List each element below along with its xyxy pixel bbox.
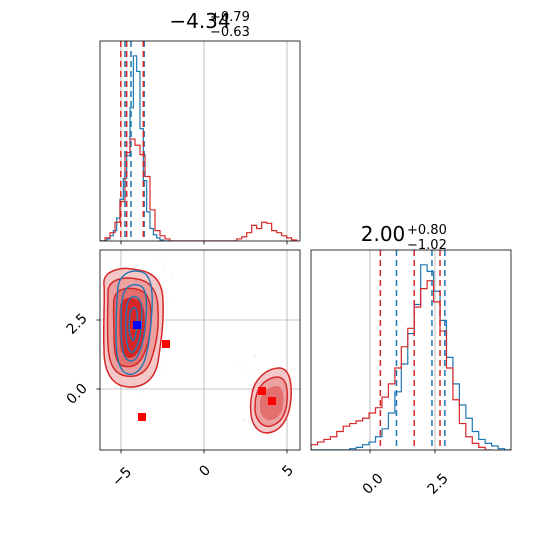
x-ticks <box>369 450 436 454</box>
histogram-series-1 <box>311 280 492 450</box>
tick-label-x-1: 2.5 <box>425 471 452 498</box>
title-x-value: −4.34 <box>169 9 230 33</box>
quantile-lines <box>379 250 446 450</box>
tick-label-x-0: −5 <box>109 464 135 490</box>
tick-label-y-1: 0.0 <box>64 381 91 408</box>
title-x-plus: +0.79 <box>210 10 250 25</box>
axes-frame <box>310 249 512 451</box>
title-y: 2.00 <box>361 222 406 246</box>
title-y-minus: −1.02 <box>407 238 447 253</box>
title-y-value: 2.00 <box>361 222 406 246</box>
histogram-panel-x: −4.34 +0.79 −0.63 <box>99 9 301 245</box>
sample-points <box>103 255 293 439</box>
histogram-series-0 <box>311 264 511 450</box>
tick-label-x-1: 0 <box>196 462 214 480</box>
axes-frame <box>99 40 301 242</box>
blue-marker <box>133 321 141 329</box>
ticks <box>96 319 288 454</box>
title-x: −4.34 <box>169 9 230 33</box>
grid-x <box>120 41 288 241</box>
title-x-minus: −0.63 <box>210 25 250 40</box>
tick-label-x-2: 5 <box>279 462 297 480</box>
tick-label-x-0: 0.0 <box>360 471 387 498</box>
histogram-series-0 <box>100 55 170 241</box>
quantile-lines <box>120 41 145 241</box>
red-markers <box>138 340 276 421</box>
x-ticks <box>120 241 288 245</box>
grid-y <box>369 250 436 450</box>
contour-panel: −5 0 5 2.5 0.0 <box>64 249 301 490</box>
tick-label-y-0: 2.5 <box>64 311 91 338</box>
histogram-steps <box>100 55 298 241</box>
histogram-steps <box>311 264 511 450</box>
title-y-plus: +0.80 <box>407 223 447 238</box>
histogram-panel-y: 2.00 +0.80 −1.02 0.0 2.5 <box>310 222 512 498</box>
axes-frame <box>99 249 301 451</box>
red-contour-lines <box>102 267 292 434</box>
